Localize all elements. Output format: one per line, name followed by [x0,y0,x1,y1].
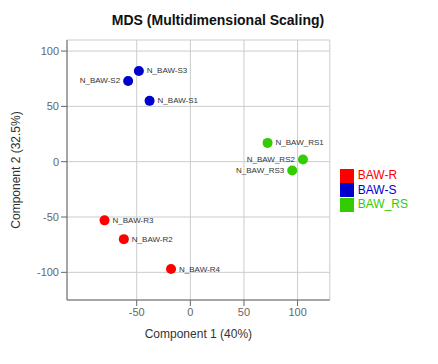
svg-text:0: 0 [187,306,193,318]
svg-text:50: 50 [238,306,250,318]
html-text:BAW-R: BAW-R [357,167,398,182]
html-text:BAW_RS: BAW_RS [357,197,408,212]
svg-text:Component 1 (40%): Component 1 (40%) [145,327,252,341]
svg-text:-100: -100 [37,266,59,278]
svg-text:0: 0 [53,156,59,168]
svg-text:Component 2 (32.5%): Component 2 (32.5%) [9,111,23,228]
svg-text:N_BAW_RS1: N_BAW_RS1 [276,138,325,147]
svg-text:50: 50 [47,100,59,112]
svg-text:100: 100 [288,306,306,318]
html-text:BAW-S: BAW-S [357,182,397,197]
svg-text:N_BAW-R4: N_BAW-R4 [179,265,220,274]
html-text:MDS (Multidimensional Scaling): MDS (Multidimensional Scaling) [111,12,325,28]
svg-text:N_BAW_RS2: N_BAW_RS2 [247,155,296,164]
svg-text:-50: -50 [43,211,59,223]
svg-text:100: 100 [41,45,59,57]
svg-text:N_BAW-R3: N_BAW-R3 [113,216,154,225]
svg-text:-50: -50 [129,306,145,318]
svg-text:N_BAW-S3: N_BAW-S3 [147,66,188,75]
svg-text:N_BAW-R2: N_BAW-R2 [132,235,173,244]
svg-text:N_BAW_RS3: N_BAW_RS3 [236,166,285,175]
svg-text:N_BAW-S1: N_BAW-S1 [158,96,199,105]
svg-text:N_BAW-S2: N_BAW-S2 [80,76,121,85]
